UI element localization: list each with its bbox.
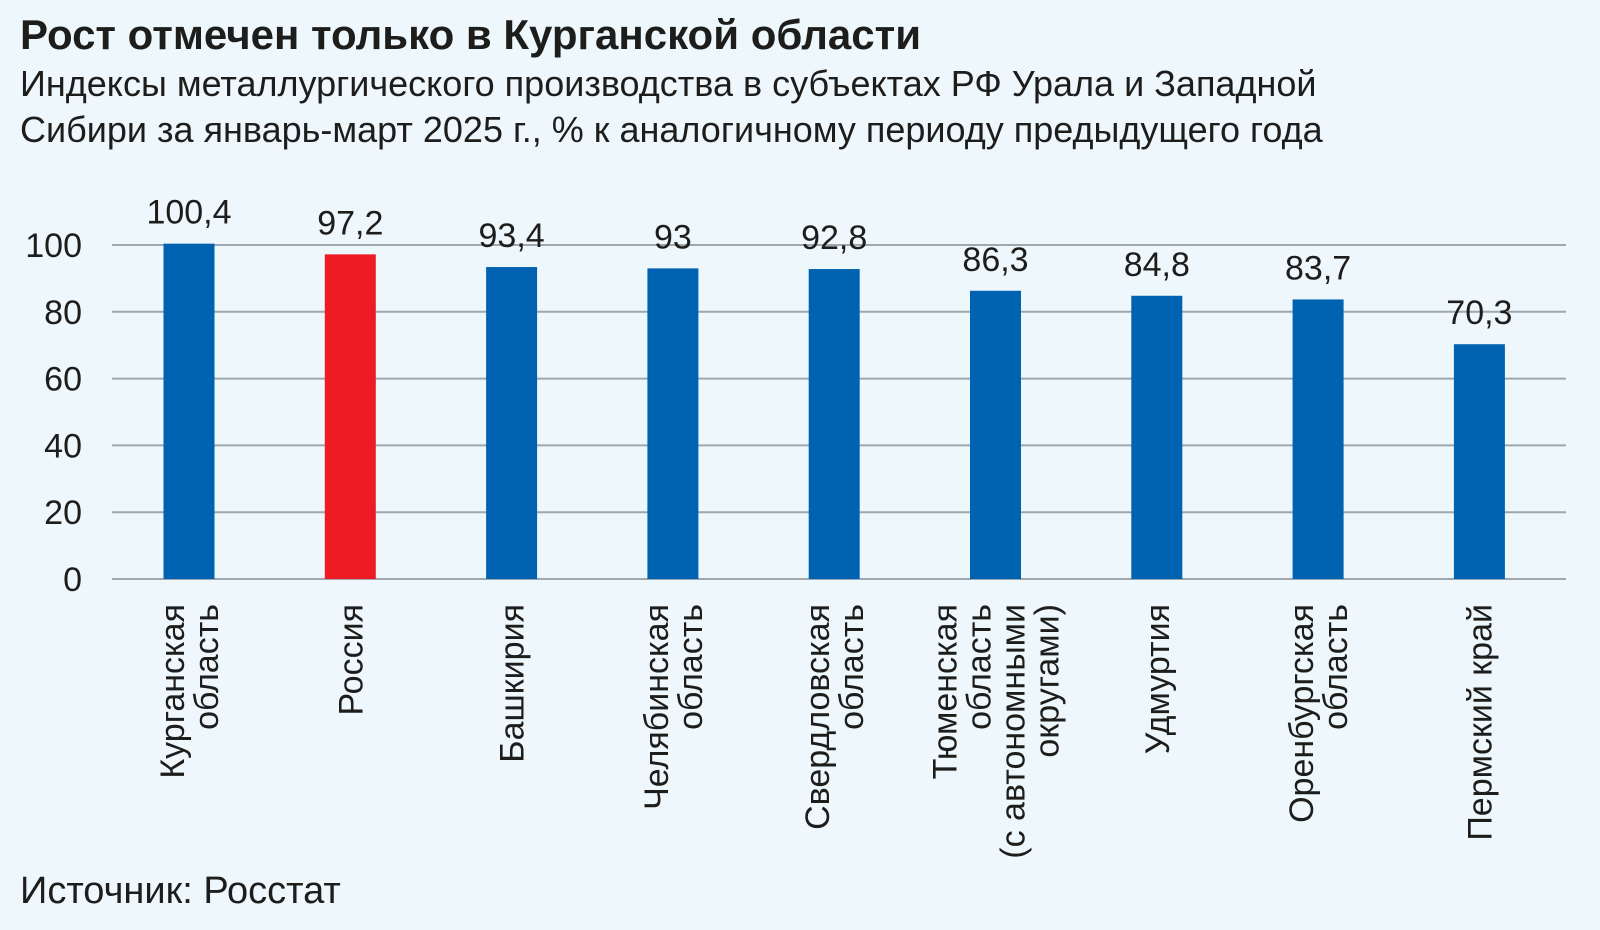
bar (647, 268, 699, 579)
chart-subtitle: Индексы металлургического производства в… (20, 61, 1323, 153)
y-tick-label: 0 (63, 561, 82, 599)
y-tick-label: 20 (44, 494, 82, 532)
bar (324, 254, 376, 580)
x-category-label: Башкирия (494, 604, 532, 763)
y-tick-label: 80 (44, 294, 82, 332)
x-category-label-line: Свердловская (799, 604, 837, 830)
bar (1292, 299, 1344, 579)
bar-value-label: 70,3 (1446, 294, 1512, 332)
x-category-label-line: область (833, 604, 871, 730)
x-category-label-line: Тюменская (927, 604, 965, 779)
bar-value-label: 92,8 (801, 219, 867, 257)
x-category-label-line: округами) (1029, 604, 1067, 758)
x-category-label: Пермский край (1461, 604, 1499, 841)
x-category-label-line: Пермский край (1461, 604, 1499, 841)
bar (1131, 295, 1183, 579)
bar (1453, 344, 1505, 579)
bar-value-label: 97,2 (317, 204, 383, 242)
x-category-label-line: Россия (332, 604, 370, 716)
x-category-label-line: Удмуртия (1139, 604, 1177, 754)
bar-value-label: 100,4 (146, 194, 231, 232)
x-category-label-line: Челябинская (638, 604, 676, 810)
source-note: Источник: Росстат (20, 870, 341, 912)
x-category-label-line: область (1317, 604, 1355, 730)
bar (970, 290, 1021, 579)
x-category-label-line: (с автономными (995, 604, 1033, 859)
bar (486, 267, 538, 579)
y-tick-label: 60 (44, 361, 82, 399)
bar-value-label: 93 (654, 218, 692, 256)
x-category-label: Удмуртия (1139, 604, 1177, 754)
chart-subtitle-line: Индексы металлургического производства в… (20, 63, 1317, 104)
bar-value-label: 83,7 (1285, 249, 1351, 287)
x-category-label-line: Оренбургская (1283, 604, 1321, 823)
x-category-label-line: область (961, 604, 999, 730)
bar-value-label: 84,8 (1124, 246, 1190, 284)
x-category-label-line: область (672, 604, 710, 730)
bar (808, 269, 860, 579)
x-category-label-line: Башкирия (494, 604, 532, 763)
chart-subtitle-line: Сибири за январь-март 2025 г., % к анало… (20, 109, 1323, 150)
chart-title: Рост отмечен только в Курганской области (20, 11, 922, 58)
y-tick-label: 40 (44, 427, 82, 465)
x-category-label-line: область (188, 604, 226, 730)
y-tick-label: 100 (25, 227, 82, 265)
x-category-label: Россия (332, 604, 370, 716)
x-category-label-line: Курганская (154, 604, 192, 779)
bar-value-label: 86,3 (962, 241, 1028, 279)
bar-value-label: 93,4 (479, 217, 545, 255)
bar (163, 243, 215, 579)
